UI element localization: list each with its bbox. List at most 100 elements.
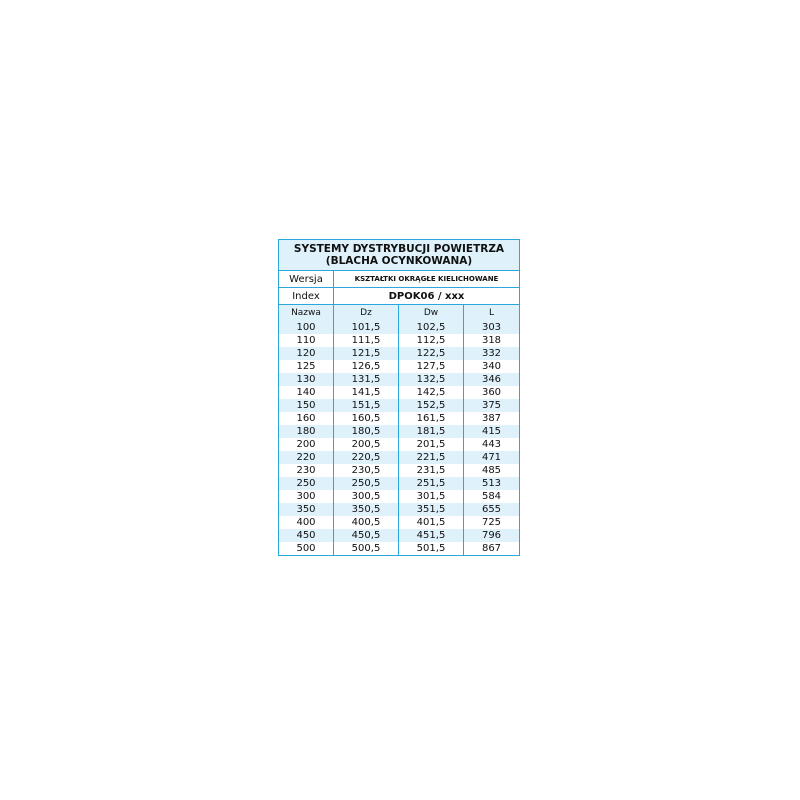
table-cell: 250 — [278, 477, 334, 490]
table-cell: 141,5 — [333, 386, 399, 399]
wersja-label: Wersja — [278, 270, 334, 288]
column-header: Dw — [398, 304, 464, 321]
table-cell: 301,5 — [398, 490, 464, 503]
table-cell: 655 — [463, 503, 520, 516]
table-cell: 230 — [296, 465, 316, 476]
table-cell: 160,5 — [333, 412, 399, 425]
table-cell: 500 — [296, 543, 316, 554]
table-cell: 142,5 — [398, 386, 464, 399]
table-cell: 450 — [278, 529, 334, 542]
table-row: 180 180,5 181,5 415 — [278, 425, 520, 438]
table-cell: 112,5 — [398, 334, 464, 347]
table-cell: 725 — [463, 516, 520, 529]
table-cell: 400 — [296, 517, 316, 528]
table-row: 140 141,5 142,5 360 — [279, 386, 520, 399]
table-cell: 450,5 — [333, 529, 399, 542]
table-cell: 220,5 — [333, 451, 399, 464]
table-cell: 110 — [296, 335, 316, 346]
table-row: 450 450,5 451,5 796 — [278, 529, 520, 542]
table-cell: 318 — [463, 334, 520, 347]
table-cell: 200 — [296, 439, 316, 450]
table-row: 200 200,5 201,5 443 — [279, 438, 520, 451]
table-cell: 350,5 — [333, 503, 399, 516]
table-cell: 250,5 — [333, 477, 399, 490]
table-cell: 220 — [278, 451, 334, 464]
table-cell: 132,5 — [398, 373, 464, 386]
table-cell: 251,5 — [398, 477, 464, 490]
table-cell: 451,5 — [398, 529, 464, 542]
column-header: L — [463, 304, 520, 321]
table-cell: 152,5 — [398, 399, 464, 412]
table-cell: 127,5 — [398, 360, 464, 373]
table-cell: 231,5 — [398, 464, 464, 477]
table-cell: 796 — [463, 529, 520, 542]
table-row: 120 121,5 122,5 332 — [278, 347, 520, 360]
table-cell: 400,5 — [333, 516, 399, 529]
table-cell: 126,5 — [333, 360, 399, 373]
table-cell: 501,5 — [398, 542, 464, 556]
table-cell: 140 — [296, 387, 316, 398]
column-header-row: Nazwa Dz Dw L — [278, 304, 520, 321]
table-cell: 161,5 — [398, 412, 464, 425]
table-cell: 500,5 — [333, 542, 399, 556]
table-cell: 181,5 — [398, 425, 464, 438]
table-cell: 584 — [463, 490, 520, 503]
table-cell: 387 — [463, 412, 520, 425]
table-cell: 471 — [463, 451, 520, 464]
table-cell: 100 — [278, 321, 334, 334]
table-row: 160 160,5 161,5 387 — [279, 412, 520, 425]
index-row: Index DPOK06 / xxx — [278, 287, 520, 305]
table-row: 125 126,5 127,5 340 — [279, 360, 520, 373]
table-row: 300 300,5 301,5 584 — [279, 490, 520, 503]
title-line-1: SYSTEMY DYSTRYBUCJI POWIETRZA — [293, 243, 505, 255]
table-cell: 120 — [278, 347, 334, 360]
table-cell: 122,5 — [398, 347, 464, 360]
table-cell: 332 — [463, 347, 520, 360]
table-cell: 340 — [463, 360, 520, 373]
table-cell: 350 — [278, 503, 334, 516]
table-row: 230 230,5 231,5 485 — [279, 464, 520, 477]
table-cell: 180 — [278, 425, 334, 438]
column-header: Nazwa — [278, 304, 334, 321]
title-line-2: (BLACHA OCYNKOWANA) — [325, 255, 473, 267]
table-cell: 200,5 — [333, 438, 399, 451]
table-cell: 125 — [296, 361, 316, 372]
table-cell: 111,5 — [333, 334, 399, 347]
table-cell: 201,5 — [398, 438, 464, 451]
table-cell: 300 — [296, 491, 316, 502]
table-cell: 346 — [463, 373, 520, 386]
wersja-row: Wersja KSZTAŁTKI OKRĄGŁE KIELICHOWANE — [278, 270, 520, 288]
index-value: DPOK06 / xxx — [333, 287, 520, 305]
table-row: 110 111,5 112,5 318 — [279, 334, 520, 347]
table-cell: 102,5 — [398, 321, 464, 334]
table-cell: 230,5 — [333, 464, 399, 477]
table-cell: 401,5 — [398, 516, 464, 529]
table-title: SYSTEMY DYSTRYBUCJI POWIETRZA (BLACHA OCY… — [278, 239, 520, 271]
table-cell: 130 — [278, 373, 334, 386]
table-cell: 221,5 — [398, 451, 464, 464]
table-cell: 180,5 — [333, 425, 399, 438]
table-title-row: SYSTEMY DYSTRYBUCJI POWIETRZA (BLACHA OCY… — [278, 239, 520, 271]
index-label: Index — [278, 287, 334, 305]
table-row: 220 220,5 221,5 471 — [278, 451, 520, 464]
table-row: 500 500,5 501,5 867 — [279, 542, 520, 556]
table-cell: 303 — [463, 321, 520, 334]
table-cell: 101,5 — [333, 321, 399, 334]
table-cell: 150 — [278, 399, 334, 412]
dimensions-table: SYSTEMY DYSTRYBUCJI POWIETRZA (BLACHA OCY… — [278, 239, 520, 556]
table-row: 400 400,5 401,5 725 — [279, 516, 520, 529]
table-cell: 513 — [463, 477, 520, 490]
table-cell: 121,5 — [333, 347, 399, 360]
table-cell: 160 — [296, 413, 316, 424]
table-cell: 867 — [463, 542, 520, 556]
table-cell: 131,5 — [333, 373, 399, 386]
table-cell: 300,5 — [333, 490, 399, 503]
table-row: 350 350,5 351,5 655 — [278, 503, 520, 516]
column-header: Dz — [333, 304, 399, 321]
table-cell: 151,5 — [333, 399, 399, 412]
table-row: 250 250,5 251,5 513 — [278, 477, 520, 490]
table-row: 100 101,5 102,5 303 — [278, 321, 520, 334]
table-row: 150 151,5 152,5 375 — [278, 399, 520, 412]
table-row: 130 131,5 132,5 346 — [278, 373, 520, 386]
table-cell: 360 — [463, 386, 520, 399]
